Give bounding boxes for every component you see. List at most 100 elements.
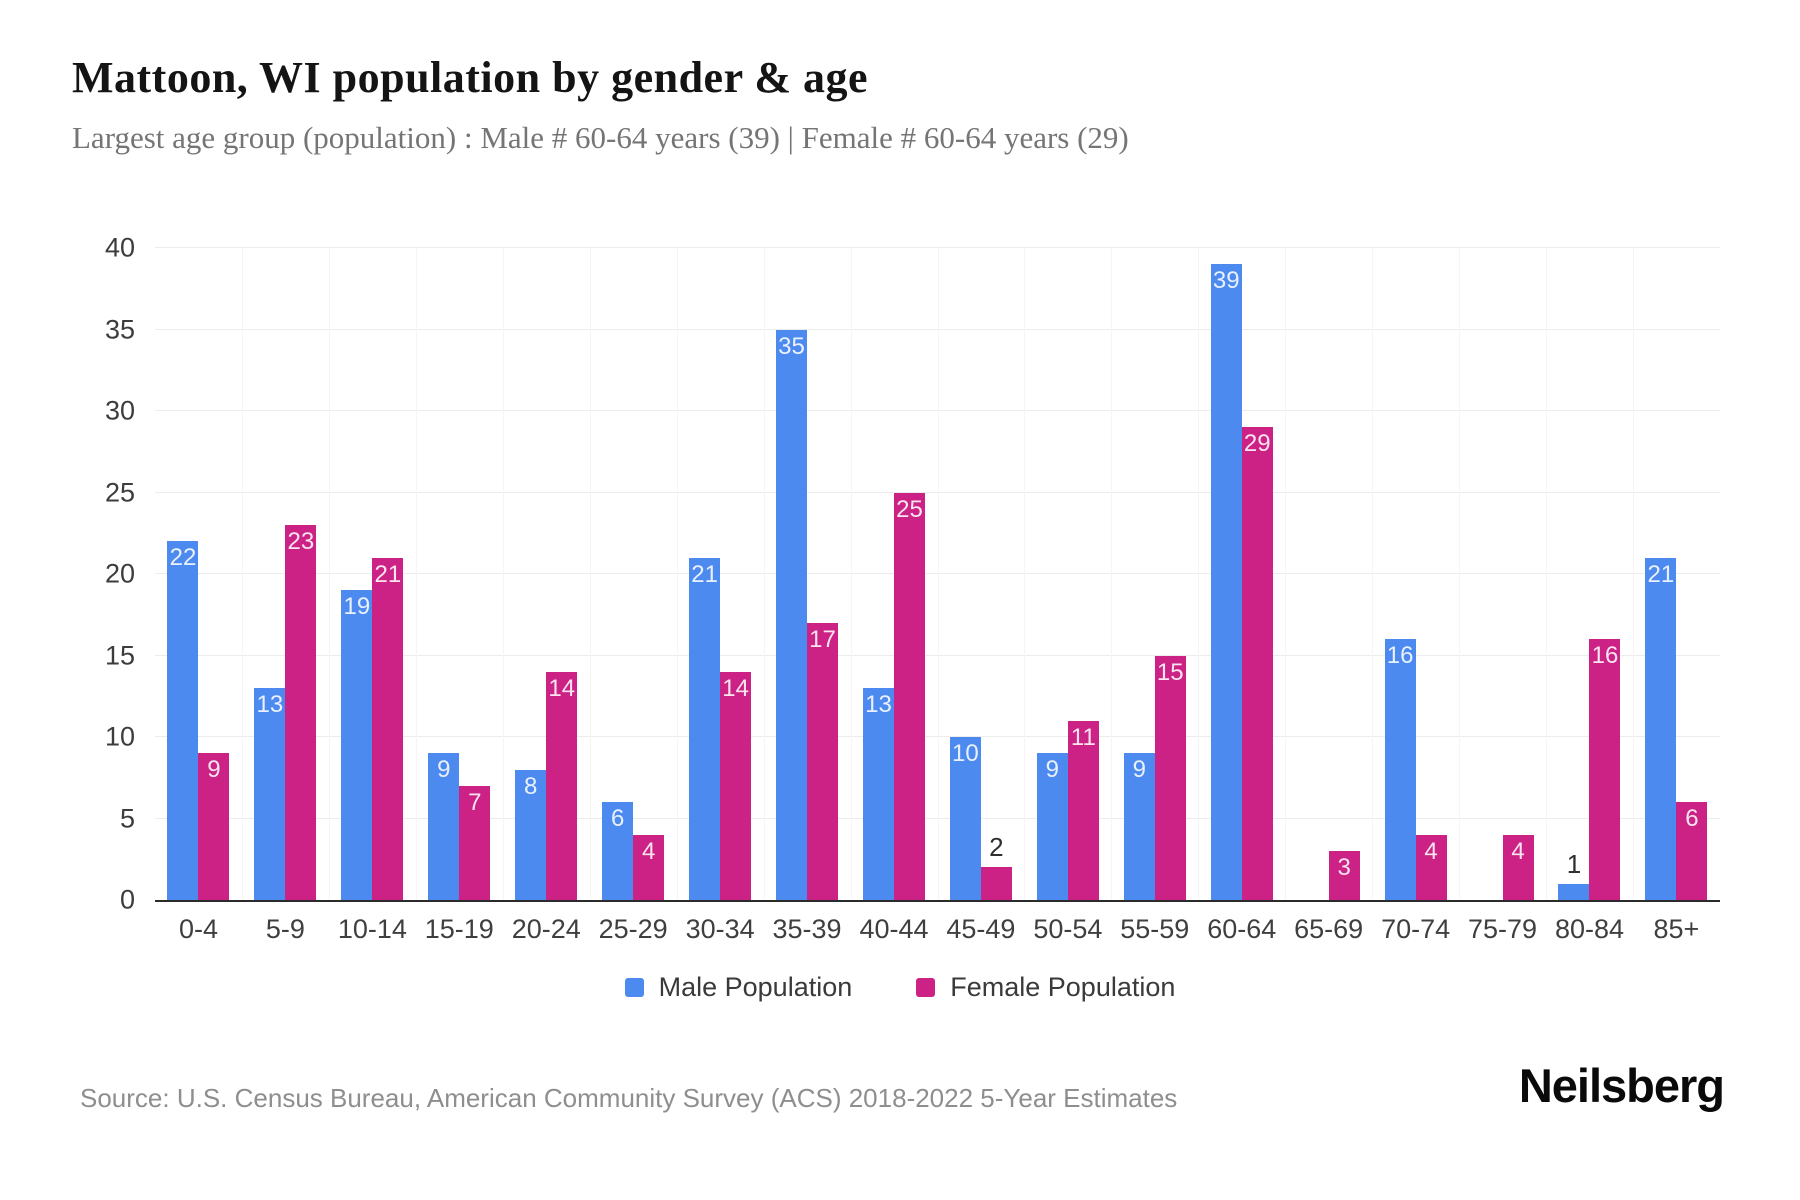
bar-value-label: 6 xyxy=(610,805,625,833)
gridline-vertical xyxy=(763,248,765,900)
male-bar-85+[interactable]: 21 xyxy=(1645,557,1677,900)
female-bar-75-79[interactable]: 4 xyxy=(1502,834,1534,900)
bar-value-label: 7 xyxy=(468,788,482,816)
male-bar-5-9[interactable]: 13 xyxy=(254,688,286,900)
female-bar-5-9[interactable]: 23 xyxy=(285,525,317,900)
bar-value-label: 16 xyxy=(1591,642,1619,670)
x-tick-label-45-49: 45-49 xyxy=(946,914,1016,944)
bar-value-label: 23 xyxy=(287,528,315,556)
bar-value-label: 11 xyxy=(1070,723,1096,751)
male-bar-55-59[interactable]: 9 xyxy=(1123,753,1155,900)
female-bar-15-19[interactable]: 7 xyxy=(459,785,491,900)
bar-group-75-79: 4 xyxy=(1459,248,1546,900)
bar-group-20-24: 8 14 xyxy=(503,248,590,900)
female-bar-60-64[interactable]: 29 xyxy=(1241,427,1273,900)
bar-value-label: 4 xyxy=(1511,837,1525,865)
bar-value-label: 10 xyxy=(952,740,979,767)
female-bar-65-69[interactable]: 3 xyxy=(1328,851,1360,900)
bar-group-35-39: 35 17 xyxy=(764,248,851,900)
bar-group-70-74: 16 4 xyxy=(1372,248,1459,900)
female-bar-0-4[interactable]: 9 xyxy=(198,753,230,900)
male-bar-10-14[interactable]: 19 xyxy=(341,590,373,900)
gridline-vertical xyxy=(1024,248,1026,900)
male-bar-60-64[interactable]: 39 xyxy=(1210,264,1242,900)
female-bar-50-54[interactable]: 11 xyxy=(1067,720,1099,900)
bar-group-85+: 21 6 xyxy=(1633,248,1720,900)
male-bar-35-39[interactable]: 35 xyxy=(776,329,808,900)
gridline-vertical xyxy=(1198,248,1200,900)
male-bar-45-49[interactable]: 10 xyxy=(949,737,981,900)
male-bar-80-84[interactable]: 1 xyxy=(1558,851,1590,900)
male-bar-50-54[interactable]: 9 xyxy=(1036,753,1068,900)
bar-value-label: 21 xyxy=(691,560,718,588)
bar-value-label: 8 xyxy=(524,772,538,800)
bar-group-50-54: 9 11 xyxy=(1024,248,1111,900)
male-legend-label: Male Population xyxy=(658,972,853,1002)
male-bar-40-44[interactable]: 13 xyxy=(862,688,894,900)
bar-group-65-69: 3 xyxy=(1285,248,1372,900)
gridline-vertical xyxy=(1633,248,1635,900)
female-bar-55-59[interactable]: 15 xyxy=(1154,655,1186,900)
legend-item-female[interactable]: Female Population xyxy=(916,972,1175,1003)
gridline-vertical xyxy=(328,248,330,900)
bar-value-label: 14 xyxy=(548,674,576,702)
bar-value-label: 13 xyxy=(256,691,284,719)
bar-group-45-49: 10 2 xyxy=(937,248,1024,900)
y-tick-label: 25 xyxy=(104,477,135,507)
bar-group-80-84: 1 16 xyxy=(1546,248,1633,900)
female-bar-25-29[interactable]: 4 xyxy=(633,834,665,900)
bar-value-label: 13 xyxy=(865,691,892,719)
x-tick-label-70-74: 70-74 xyxy=(1381,914,1451,944)
gridline-vertical xyxy=(1111,248,1113,900)
x-tick-label-65-69: 65-69 xyxy=(1294,914,1364,944)
male-bar-70-74[interactable]: 16 xyxy=(1384,639,1416,900)
x-tick-label-60-64: 60-64 xyxy=(1207,914,1277,944)
x-tick-label-85+: 85+ xyxy=(1653,914,1700,944)
female-bar-45-49[interactable]: 2 xyxy=(980,834,1012,900)
gridline-vertical xyxy=(415,248,417,900)
bar-groups: 22 9 13 23 19 21 9 7 8 14 6 4 21 14 35 17 13 25 10 2 9 11 9 15 3… xyxy=(155,248,1720,900)
gridline-vertical xyxy=(502,248,504,900)
bar-value-label: 4 xyxy=(641,837,656,865)
bar-group-0-4: 22 9 xyxy=(155,248,242,900)
female-bar-30-34[interactable]: 14 xyxy=(720,671,752,900)
female-bar-20-24[interactable]: 14 xyxy=(546,671,578,900)
bar-value-label: 19 xyxy=(343,593,371,621)
y-tick-label: 10 xyxy=(104,721,135,752)
female-bar-40-44[interactable]: 25 xyxy=(893,492,925,900)
bar-value-label: 21 xyxy=(374,560,402,588)
male-bar-20-24[interactable]: 8 xyxy=(515,769,547,900)
legend-item-male[interactable]: Male Population xyxy=(624,972,853,1003)
bar-group-5-9: 13 23 xyxy=(242,248,329,900)
female-bar-85+[interactable]: 6 xyxy=(1676,802,1708,900)
bar-value-label: 2 xyxy=(989,832,1004,863)
male-bar-25-29[interactable]: 6 xyxy=(602,802,634,900)
bar-value-label: 29 xyxy=(1243,430,1271,458)
x-tick-label-40-44: 40-44 xyxy=(859,914,929,944)
bar-value-label: 14 xyxy=(722,674,749,702)
female-bar-35-39[interactable]: 17 xyxy=(807,622,839,900)
male-bar-30-34[interactable]: 21 xyxy=(689,557,721,900)
gridline-vertical xyxy=(676,248,678,900)
x-axis-labels: 0-4 5-9 10-14 15-19 20-24 25-29 30-34 35-39 40-4… xyxy=(155,914,1720,945)
x-tick-label-25-29: 25-29 xyxy=(598,914,668,944)
x-tick-label-50-54: 50-54 xyxy=(1033,914,1103,944)
gridline-vertical xyxy=(241,248,243,900)
female-legend-label: Female Population xyxy=(950,972,1176,1002)
brand-logo: Neilsberg xyxy=(1518,1059,1725,1112)
male-bar-0-4[interactable]: 22 xyxy=(167,541,199,900)
female-bar-10-14[interactable]: 21 xyxy=(372,557,404,900)
female-bar-80-84[interactable]: 16 xyxy=(1589,639,1621,900)
y-tick-label: 15 xyxy=(104,640,135,670)
gridline-vertical xyxy=(1459,248,1461,900)
bar-value-label: 3 xyxy=(1337,854,1351,882)
gridline-vertical xyxy=(937,248,939,900)
y-tick-label: 5 xyxy=(119,803,135,833)
bar-value-label: 25 xyxy=(896,495,923,523)
bar-group-30-34: 21 14 xyxy=(677,248,764,900)
bar-value-label: 17 xyxy=(809,625,836,653)
male-bar-15-19[interactable]: 9 xyxy=(428,753,460,900)
female-bar-70-74[interactable]: 4 xyxy=(1415,834,1447,900)
